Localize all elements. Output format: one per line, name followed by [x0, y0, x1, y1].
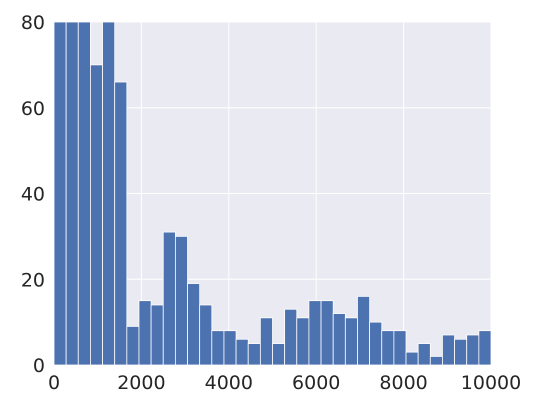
histogram-bar	[187, 283, 201, 366]
histogram-bar	[478, 330, 492, 366]
histogram-bar	[138, 300, 152, 366]
x-tick-label: 6000	[292, 372, 340, 394]
histogram-bar	[454, 338, 468, 366]
y-tick-label: 0	[33, 355, 45, 377]
histogram-bar	[211, 330, 225, 366]
y-tick-label: 40	[21, 184, 45, 206]
histogram-bars	[53, 21, 492, 366]
histogram-bar	[247, 343, 261, 366]
histogram-bar	[381, 330, 395, 366]
x-tick-label: 2000	[117, 372, 165, 394]
histogram-bar	[332, 313, 346, 366]
y-axis-tick-labels: 0 20 40 60 80	[21, 12, 45, 377]
histogram-bar	[429, 356, 443, 366]
x-tick-label: 8000	[379, 372, 427, 394]
histogram-bar	[393, 330, 407, 366]
histogram-bar	[466, 334, 480, 366]
histogram-bar	[442, 334, 455, 366]
x-tick-label: 10000	[461, 372, 521, 394]
histogram-bar	[65, 21, 79, 366]
histogram-bar	[53, 21, 67, 366]
histogram-bar	[308, 300, 322, 366]
histogram-bar	[90, 64, 103, 366]
histogram-bar	[405, 351, 419, 366]
histogram-bar	[199, 304, 213, 366]
histogram-bar	[114, 81, 128, 366]
histogram-bar	[344, 317, 358, 366]
histogram-bar	[102, 21, 116, 366]
histogram-bar	[417, 343, 431, 366]
histogram-bar	[174, 235, 188, 366]
y-tick-label: 60	[21, 98, 45, 120]
x-axis-tick-labels: 0 2000 4000 6000 8000 10000	[48, 372, 521, 394]
histogram-bar	[320, 300, 334, 366]
histogram-bar	[284, 308, 298, 366]
histogram-bar	[259, 317, 273, 366]
histogram-bar	[126, 326, 140, 366]
x-tick-label: 4000	[205, 372, 253, 394]
x-tick-label: 0	[48, 372, 60, 394]
histogram-bar	[235, 338, 249, 366]
histogram-bar	[223, 330, 237, 366]
histogram-bar	[272, 343, 286, 366]
histogram-bar	[162, 231, 176, 366]
histogram-bar	[369, 321, 383, 366]
y-tick-label: 80	[21, 12, 45, 34]
histogram-bar	[150, 304, 164, 366]
histogram-bar	[357, 295, 371, 366]
histogram-bar	[296, 317, 310, 366]
y-tick-label: 20	[21, 269, 45, 291]
histogram-bar	[77, 21, 91, 366]
